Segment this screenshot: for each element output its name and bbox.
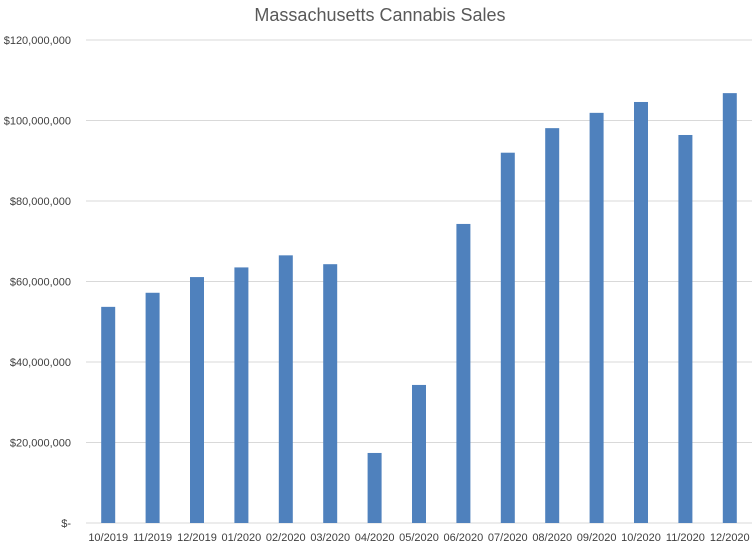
bar-10-2019	[101, 306, 116, 523]
bar-04-2020	[367, 452, 382, 523]
bar-12-2019	[190, 277, 204, 523]
x-tick-label: 10/2019	[88, 532, 128, 544]
bar-03-2020	[323, 264, 338, 523]
bar-10-2020	[634, 101, 648, 524]
bars	[101, 93, 737, 524]
y-tick-label: $120,000,000	[4, 35, 71, 47]
y-tick-label: $60,000,000	[10, 277, 71, 289]
bar-11-2020	[678, 134, 693, 524]
x-tick-label: 01/2020	[222, 532, 262, 544]
x-tick-label: 09/2020	[577, 532, 617, 544]
x-tick-label: 06/2020	[444, 532, 484, 544]
x-tick-label: 12/2020	[710, 532, 750, 544]
bar-01-2020	[234, 267, 249, 523]
bar-12-2020	[722, 93, 737, 523]
x-tick-label: 10/2020	[621, 532, 661, 544]
chart-title: Massachusetts Cannabis Sales	[254, 5, 505, 25]
bar-06-2020	[456, 223, 471, 523]
x-tick-label: 04/2020	[355, 532, 395, 544]
y-tick-label: $100,000,000	[4, 116, 71, 128]
x-tick-label: 02/2020	[266, 532, 306, 544]
y-axis-tick-labels: $- $20,000,000 $40,000,000 $60,000,000 $80,0…	[4, 35, 72, 530]
bar-05-2020	[412, 384, 426, 523]
x-tick-label: 07/2020	[488, 532, 528, 544]
x-tick-label: 12/2019	[177, 532, 217, 544]
y-tick-label: $-	[61, 518, 71, 530]
bar-09-2020	[589, 112, 604, 523]
x-tick-label: 11/2019	[133, 532, 172, 544]
x-tick-label: 03/2020	[310, 532, 350, 544]
x-axis-tick-labels: 10/2019 11/2019 12/2019 01/2020 02/2020 03/20…	[88, 532, 749, 544]
x-tick-label: 05/2020	[399, 532, 439, 544]
bar-08-2020	[545, 128, 560, 523]
y-tick-label: $40,000,000	[10, 357, 71, 369]
x-tick-label: 11/2020	[666, 532, 705, 544]
y-tick-label: $80,000,000	[10, 196, 71, 208]
bar-02-2020	[278, 255, 293, 523]
bar-07-2020	[500, 152, 515, 523]
x-tick-label: 08/2020	[532, 532, 572, 544]
bar-11-2019	[145, 292, 160, 523]
y-tick-label: $20,000,000	[10, 438, 71, 450]
